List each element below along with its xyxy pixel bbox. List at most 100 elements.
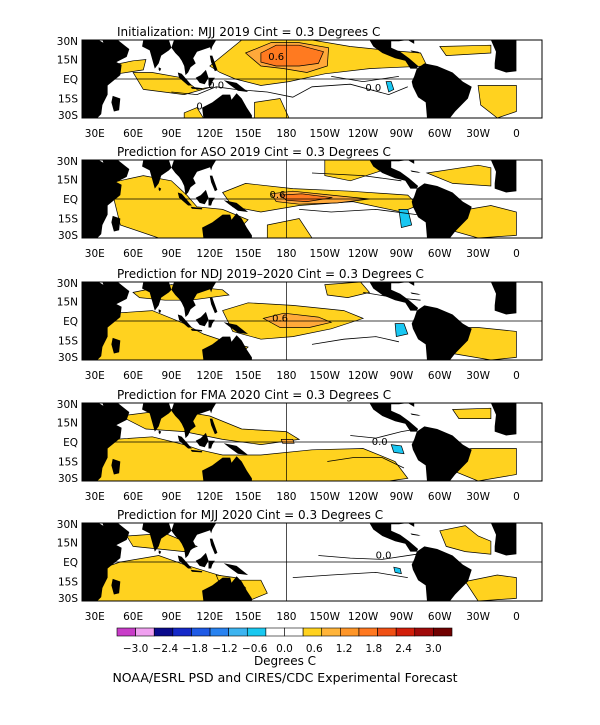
land-philippines — [209, 297, 218, 314]
contour-line — [171, 83, 408, 98]
contour-label: 0 — [196, 101, 202, 112]
land-madagascar — [111, 215, 121, 232]
latitude-label: 15N — [57, 418, 78, 430]
colorbar-tick-label: 0.0 — [276, 643, 293, 655]
land-arabia — [102, 40, 130, 64]
contour-label: 0.6 — [270, 190, 286, 201]
land-philippines — [209, 538, 218, 555]
latitude-label: 30N — [57, 399, 78, 411]
longitude-label: 30W — [466, 128, 490, 140]
land-java — [190, 328, 203, 332]
latitude-label: 15N — [57, 297, 78, 309]
land-arabia — [102, 403, 130, 427]
credit-line: NOAA/ESRL PSD and CIRES/CDC Experimental… — [112, 670, 457, 685]
latitude-label: EQ — [63, 437, 78, 449]
positive-anomaly-region — [279, 193, 333, 202]
land-cuba — [410, 50, 421, 53]
latitude-label: EQ — [63, 557, 78, 569]
colorbar-swatch — [172, 627, 192, 637]
land-madagascar — [111, 458, 121, 475]
land-seAsia — [171, 523, 217, 559]
latitude-label: 15S — [58, 336, 78, 348]
longitude-label: 150E — [235, 611, 262, 623]
land-sulawesi — [208, 440, 215, 449]
longitude-label: 180 — [276, 248, 296, 260]
longitude-label: 90E — [161, 491, 181, 503]
colorbar-swatch — [358, 627, 378, 637]
longitude-label: 30W — [466, 370, 490, 382]
land-taiwan — [209, 409, 213, 414]
longitude-label: 60W — [428, 491, 452, 503]
latitude-label: 30N — [57, 36, 78, 48]
land-arabia — [102, 282, 130, 306]
land-srilanka — [158, 309, 162, 314]
land-seAsia — [171, 282, 217, 318]
land-sulawesi — [208, 77, 215, 86]
land-cuba — [410, 533, 421, 536]
longitude-label: 90W — [390, 128, 414, 140]
land-arabia — [102, 160, 130, 184]
contour-label: 0.0 — [208, 81, 224, 92]
longitude-label: 180 — [276, 491, 296, 503]
panel-title: Prediction for FMA 2020 Cint = 0.3 Degre… — [117, 388, 391, 402]
colorbar-tick-label: −1.2 — [212, 643, 238, 655]
land-mexicoCA — [369, 523, 419, 552]
colorbar-swatch — [246, 627, 267, 637]
land-madagascar — [111, 95, 121, 112]
longitude-label: 60W — [428, 370, 452, 382]
contour-line — [311, 336, 399, 345]
forecast-panels: 0.6 0.0 0.0 0 Initialization: MJJ 2019 Cint … — [57, 25, 543, 623]
latitude-label: EQ — [63, 74, 78, 86]
colorbar-swatch — [228, 627, 248, 637]
contour-label: 0.0 — [372, 437, 388, 448]
negative-anomaly-region — [390, 444, 405, 455]
positive-anomaly-region — [262, 312, 333, 328]
land-borneo — [195, 552, 209, 568]
land-philippines — [209, 55, 218, 72]
longitude-label: 180 — [276, 370, 296, 382]
positive-anomaly-region — [254, 98, 290, 118]
longitude-label: 120E — [196, 128, 223, 140]
longitude-label: 60E — [123, 370, 143, 382]
contour-label: 0.0 — [365, 83, 381, 94]
colorbar-swatch — [321, 627, 341, 637]
colorbar-tick-label: 1.8 — [365, 643, 382, 655]
longitude-label: 120W — [348, 611, 379, 623]
colorbar-swatch — [116, 627, 136, 637]
longitude-label: 60E — [123, 248, 143, 260]
colorbar-swatch — [302, 627, 323, 637]
positive-anomaly-region — [266, 218, 313, 238]
land-borneo — [195, 432, 209, 448]
colorbar-swatch — [135, 627, 155, 637]
longitude-label: 90E — [161, 370, 181, 382]
map-frame — [81, 39, 543, 119]
colorbar-tick-label: 1.2 — [336, 643, 353, 655]
colorbar-tick-label: −1.8 — [182, 643, 208, 655]
land-cuba — [410, 413, 421, 416]
panel-title: Prediction for ASO 2019 Cint = 0.3 Degre… — [117, 145, 391, 159]
colorbar-swatch — [284, 627, 304, 637]
map-content: 0.6 0.0 0.0 0 — [82, 40, 542, 118]
latitude-label: 15S — [58, 457, 78, 469]
land-mexicoCA — [369, 160, 419, 189]
negative-anomaly-region — [393, 566, 402, 575]
longitude-label: 60E — [123, 611, 143, 623]
colorbar-tick-label: 2.4 — [395, 643, 412, 655]
longitude-label: 150W — [310, 611, 341, 623]
longitude-label: 30W — [466, 248, 490, 260]
longitude-label: 30W — [466, 611, 490, 623]
latitude-label: EQ — [63, 316, 78, 328]
longitude-label: 0 — [513, 248, 520, 260]
latitude-label: 30S — [58, 110, 78, 122]
land-taiwan — [209, 46, 213, 51]
colorbar-swatch — [209, 627, 229, 637]
positive-anomaly-region — [132, 72, 213, 95]
longitude-label: 120E — [196, 370, 223, 382]
land-southAmerica — [411, 63, 472, 118]
longitude-label: 150E — [235, 491, 262, 503]
longitude-label: 90E — [161, 128, 181, 140]
colorbar-tick-label: 0.6 — [306, 643, 323, 655]
latitude-label: 15N — [57, 538, 78, 550]
colorbar-swatch — [377, 627, 397, 637]
colorbar-swatch — [433, 627, 453, 637]
